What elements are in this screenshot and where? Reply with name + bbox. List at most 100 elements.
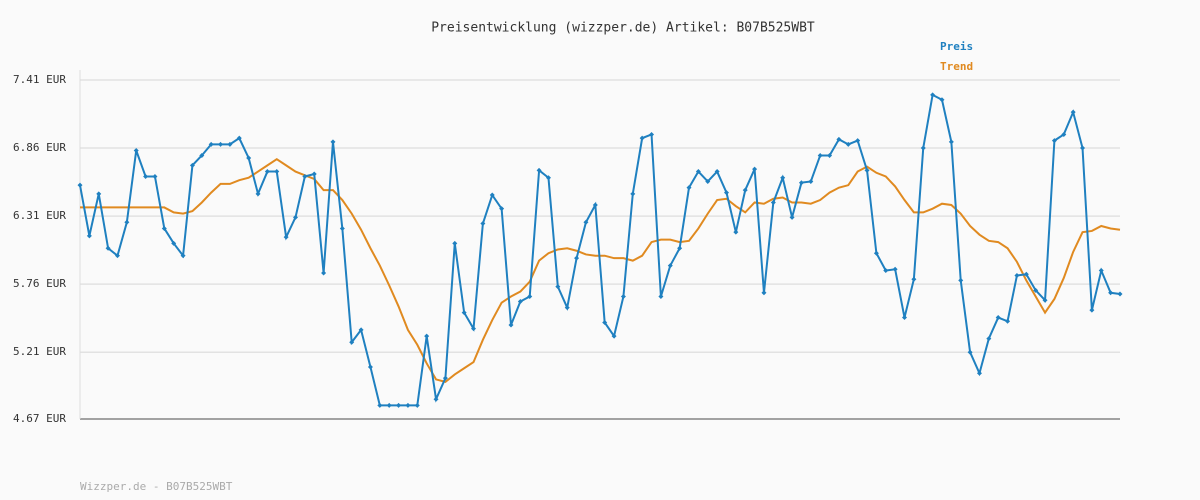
- data-point: [723, 190, 729, 196]
- data-point: [349, 339, 355, 345]
- data-point: [489, 192, 495, 198]
- y-tick-label: 5.76 EUR: [13, 277, 66, 290]
- data-point: [414, 402, 420, 408]
- legend-entry: Preis: [940, 40, 973, 53]
- data-point: [283, 234, 289, 240]
- data-point: [339, 225, 345, 231]
- data-point: [976, 370, 982, 376]
- data-point: [827, 152, 833, 158]
- data-point: [761, 290, 767, 296]
- data-point: [180, 253, 186, 259]
- data-point: [639, 135, 645, 141]
- data-point: [1108, 290, 1114, 296]
- data-point: [517, 298, 523, 304]
- data-point: [133, 148, 139, 154]
- data-point: [143, 174, 149, 180]
- data-point: [995, 315, 1001, 321]
- data-point: [564, 305, 570, 311]
- data-point: [555, 284, 561, 290]
- data-point: [377, 402, 383, 408]
- data-point: [1014, 272, 1020, 278]
- data-point: [667, 263, 673, 269]
- data-point: [845, 141, 851, 147]
- data-point: [920, 145, 926, 151]
- data-point: [236, 135, 242, 141]
- data-point: [386, 402, 392, 408]
- data-point: [292, 214, 298, 220]
- data-point: [536, 167, 542, 173]
- data-point: [442, 375, 448, 381]
- data-point: [227, 141, 233, 147]
- data-point: [948, 139, 954, 145]
- data-point: [302, 174, 308, 180]
- data-point: [358, 327, 364, 333]
- data-point: [274, 169, 280, 175]
- data-point: [199, 152, 205, 158]
- data-point: [171, 240, 177, 246]
- data-point: [583, 219, 589, 225]
- series-line: [79, 93, 1121, 407]
- data-point: [658, 294, 664, 300]
- data-point: [461, 310, 467, 316]
- data-point: [508, 322, 514, 328]
- data-point: [545, 175, 551, 181]
- data-point: [574, 255, 580, 261]
- data-point: [967, 349, 973, 355]
- data-point: [1080, 145, 1086, 151]
- data-point: [321, 270, 327, 276]
- data-point: [1089, 307, 1095, 313]
- data-point: [986, 336, 992, 342]
- data-point: [208, 141, 214, 147]
- data-point: [892, 266, 898, 272]
- data-point: [752, 166, 758, 172]
- data-point: [311, 171, 317, 177]
- data-point: [1098, 268, 1104, 274]
- chart-title: Preisentwicklung (wizzper.de) Artikel: B…: [431, 21, 815, 36]
- data-point: [836, 136, 842, 142]
- data-point: [433, 396, 439, 402]
- data-point: [817, 152, 823, 158]
- y-tick-label: 6.86 EUR: [13, 141, 66, 154]
- data-point: [930, 92, 936, 98]
- data-point: [958, 277, 964, 283]
- data-point: [733, 229, 739, 235]
- data-point: [873, 250, 879, 256]
- footer: Wizzper.de - B07B525WBT: [80, 480, 233, 493]
- data-point: [780, 175, 786, 181]
- data-point: [405, 402, 411, 408]
- data-point: [620, 294, 626, 300]
- data-point: [855, 138, 861, 144]
- data-point: [630, 191, 636, 197]
- data-point: [1042, 297, 1048, 303]
- data-point: [330, 139, 336, 145]
- data-point: [686, 185, 692, 191]
- data-point: [96, 191, 102, 197]
- data-point: [77, 182, 83, 188]
- y-tick-label: 7.41 EUR: [13, 73, 66, 86]
- data-point: [611, 333, 617, 339]
- data-point: [255, 191, 261, 197]
- data-point: [124, 219, 130, 225]
- data-point: [152, 174, 158, 180]
- data-point: [1117, 291, 1123, 297]
- data-point: [86, 233, 92, 239]
- data-point: [1023, 271, 1029, 277]
- legend-entry: Trend: [940, 60, 973, 73]
- data-point: [808, 178, 814, 184]
- data-point: [114, 253, 120, 259]
- y-tick-label: 6.31 EUR: [13, 209, 66, 222]
- data-point: [902, 315, 908, 321]
- y-tick-label: 4.67 EUR: [13, 412, 66, 425]
- data-point: [649, 131, 655, 137]
- data-point: [939, 97, 945, 103]
- data-point: [695, 169, 701, 175]
- data-point: [527, 294, 533, 300]
- data-point: [161, 225, 167, 231]
- data-point: [424, 333, 430, 339]
- data-point: [452, 240, 458, 246]
- y-tick-label: 5.21 EUR: [13, 345, 66, 358]
- data-point: [677, 245, 683, 251]
- data-point: [1005, 318, 1011, 324]
